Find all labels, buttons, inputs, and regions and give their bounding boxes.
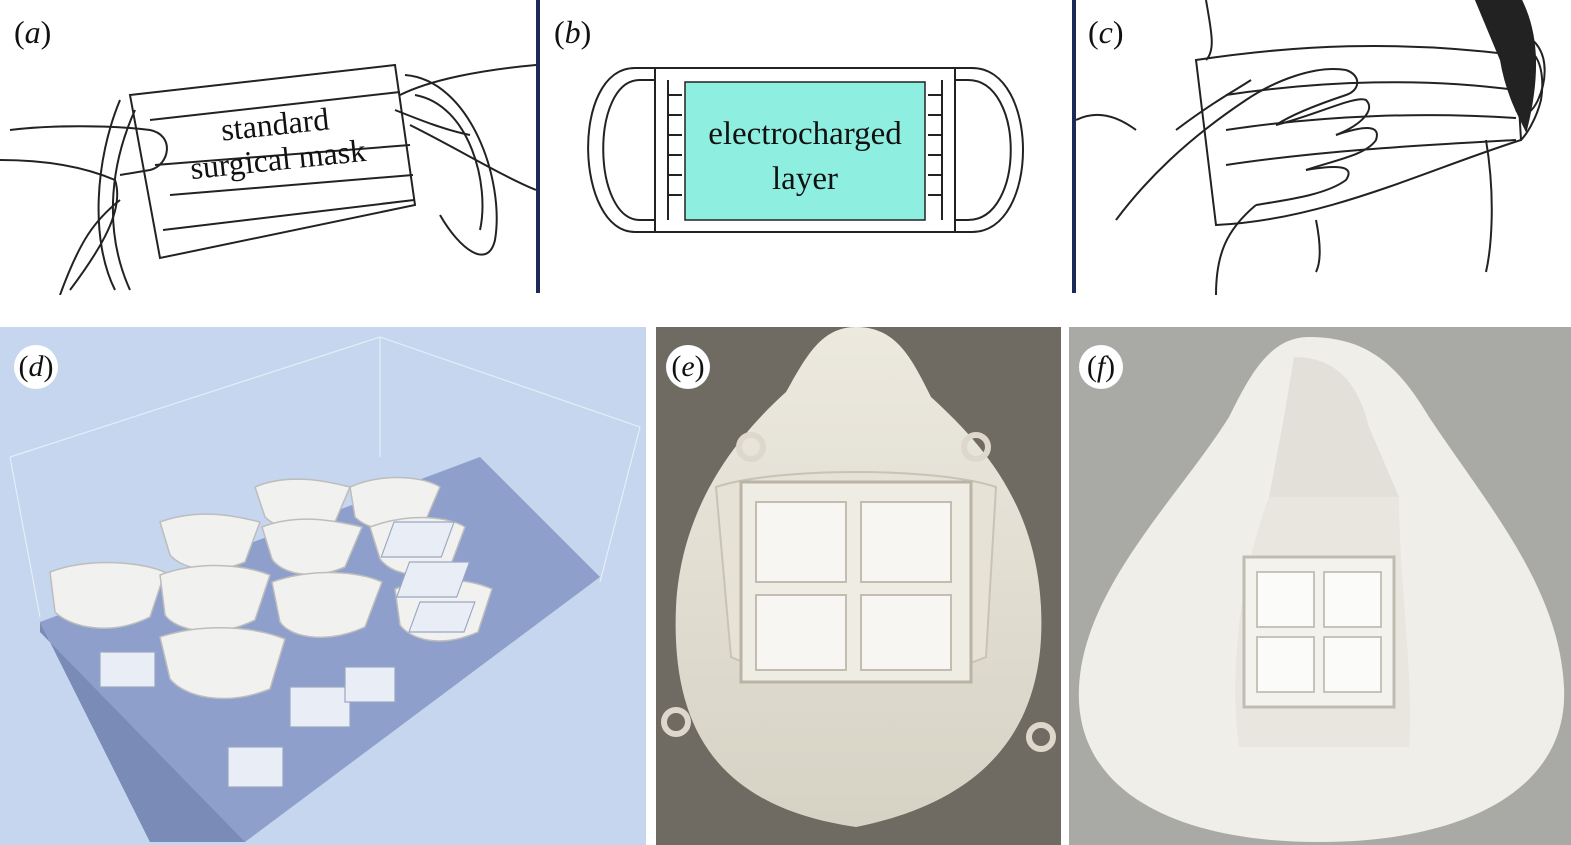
panel-a-label: (a)	[14, 14, 52, 50]
printed-mask	[271, 571, 383, 639]
separator-bc	[1072, 0, 1076, 293]
panel-f: (f)	[1069, 327, 1571, 845]
panel-e-photo	[661, 327, 1056, 827]
electrocharged-layer	[684, 81, 926, 221]
filter-frame	[344, 666, 396, 703]
panel-d-render	[9, 336, 641, 842]
layer-label-line1: electrocharged	[708, 116, 902, 152]
panel-d: (d)	[0, 327, 646, 845]
panel-a-drawing	[0, 63, 536, 295]
panel-a: (a) standard surgical mask	[0, 0, 536, 295]
printed-mask	[159, 626, 286, 700]
panel-f-label: (f)	[1079, 345, 1123, 389]
printed-mask	[159, 513, 261, 571]
printed-mask	[159, 564, 271, 632]
filter-frame	[408, 601, 476, 633]
panel-e: (e)	[656, 327, 1061, 845]
panel-f-photo	[1078, 337, 1565, 842]
filter-frame	[395, 561, 471, 598]
panel-d-label: (d)	[14, 345, 58, 389]
filter-frame	[99, 651, 156, 688]
filter-frame	[380, 521, 455, 558]
filter-frame	[289, 686, 351, 728]
panel-b: (b) electrocharged layer	[540, 0, 1072, 295]
panel-c-drawing	[1076, 0, 1546, 295]
separator-ab	[536, 0, 540, 293]
printed-mask	[49, 561, 166, 629]
panel-c: (c)	[1076, 0, 1571, 295]
panel-c-label: (c)	[1088, 14, 1124, 50]
panel-b-label: (b)	[554, 14, 592, 50]
printed-mask	[261, 518, 364, 576]
printed-mask	[349, 476, 441, 531]
panel-b-drawing	[587, 67, 1024, 233]
panel-e-label: (e)	[666, 345, 710, 389]
build-plate	[40, 457, 600, 842]
filter-frame	[227, 746, 284, 788]
layer-label-line2: layer	[772, 161, 838, 197]
